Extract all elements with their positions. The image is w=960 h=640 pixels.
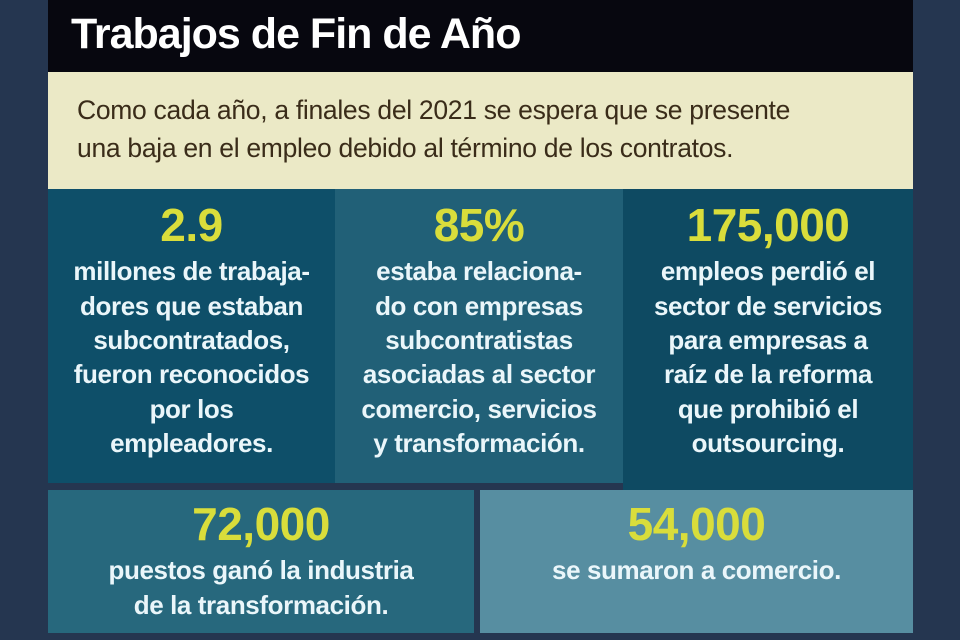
stat-value: 72,000 — [192, 498, 330, 550]
stat-description: empleos perdió el sector de servicios pa… — [654, 256, 882, 458]
stat-description: se sumaron a comercio. — [552, 555, 841, 586]
stat-value: 85% — [433, 199, 525, 251]
stat-card-services-jobs-lost: 175,000 empleos perdió el sector de serv… — [623, 189, 913, 490]
stat-value: 2.9 — [160, 199, 223, 251]
page-title: Trabajos de Fin de Año — [71, 9, 521, 58]
stat-description: puestos ganó la industria de la transfor… — [108, 555, 414, 620]
header-bar: Trabajos de Fin de Año — [48, 0, 913, 72]
intro-text: Como cada año, a finales del 2021 se esp… — [77, 95, 791, 163]
stat-description: estaba relaciona- do con empresas subcon… — [361, 256, 597, 458]
stat-card-commerce-jobs-added: 54,000 se sumaron a comercio. — [480, 490, 913, 633]
stat-card-subcontractor-sectors: 85% estaba relaciona- do con empresas su… — [335, 189, 623, 483]
stat-value: 54,000 — [627, 498, 766, 550]
stat-card-subcontracted-workers: 2.9 millones de trabaja- dores que estab… — [48, 189, 335, 483]
stat-description: millones de trabaja- dores que estaban s… — [73, 256, 310, 458]
stat-card-industry-jobs-gained: 72,000 puestos ganó la industria de la t… — [48, 490, 474, 633]
intro-banner: Como cada año, a finales del 2021 se esp… — [48, 72, 913, 189]
stat-value: 175,000 — [686, 199, 850, 251]
